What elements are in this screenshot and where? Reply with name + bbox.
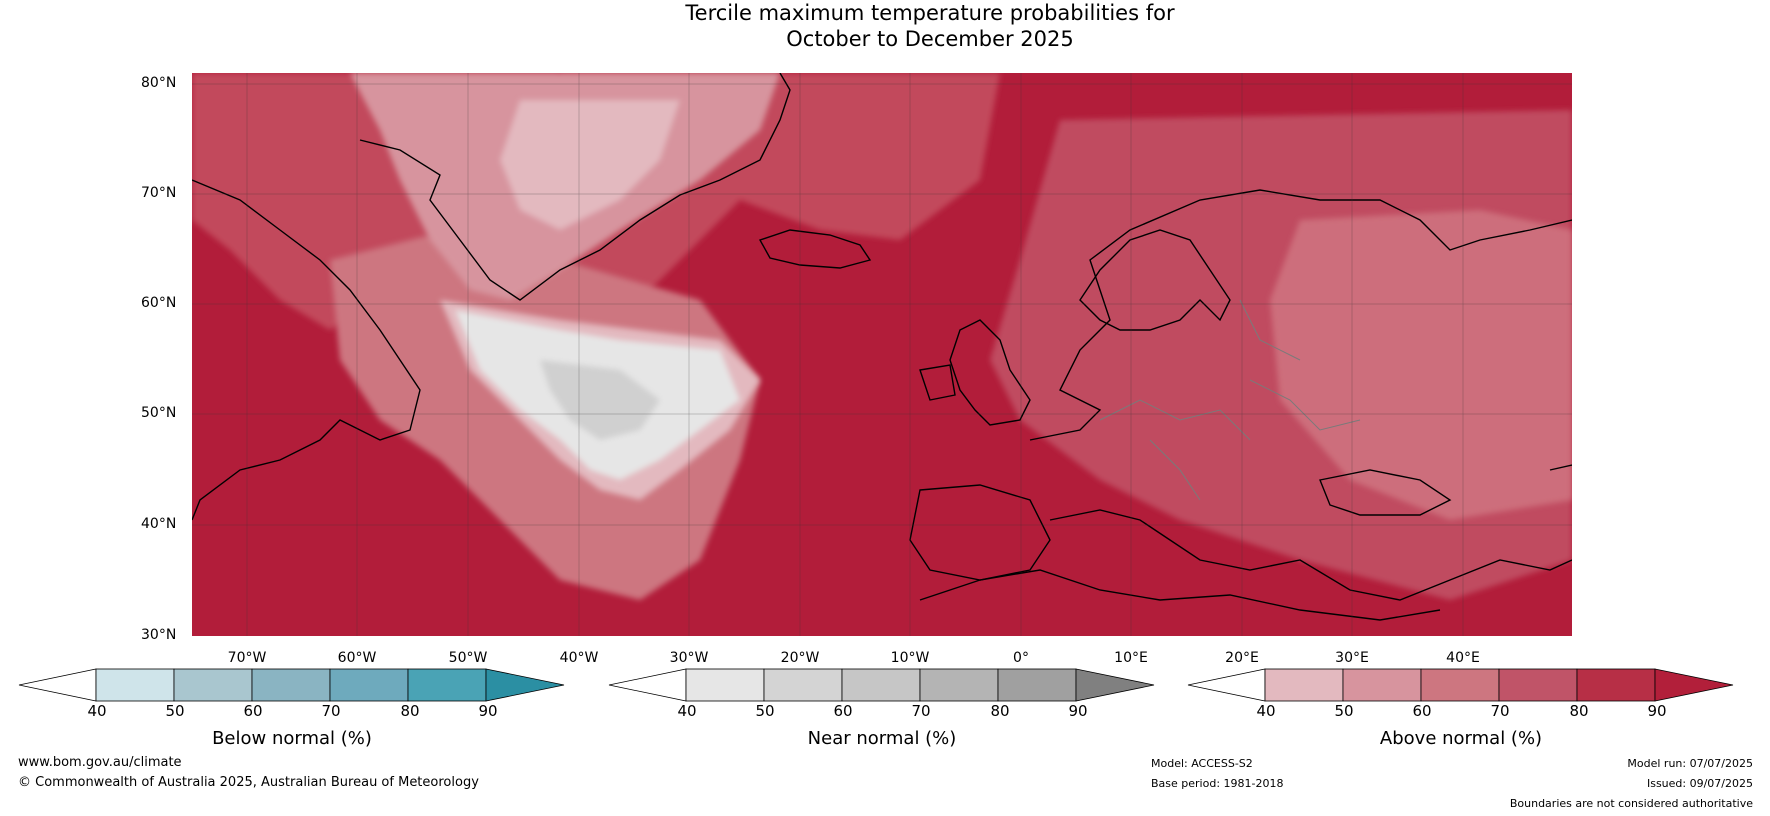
title-line-2: October to December 2025: [786, 27, 1074, 51]
lon-label: 0°: [1013, 650, 1029, 666]
colorbar-segment: [1498, 668, 1578, 702]
colorbar-segment: [1420, 668, 1500, 702]
map-title: Tercile maximum temperature probabilitie…: [0, 0, 1770, 52]
tick-label: 80: [400, 702, 420, 720]
tick-label: 90: [1647, 702, 1667, 720]
colorbar-below-normal: [18, 668, 565, 702]
country-borders: [1099, 299, 1361, 501]
tick-label: 60: [243, 702, 263, 720]
lon-label: 40°W: [559, 650, 599, 666]
lat-label: 40°N: [141, 516, 177, 532]
colorbar-segment: [329, 668, 409, 702]
colorbar-segment: [173, 668, 253, 702]
colorbar-extend-high: [485, 668, 565, 702]
lat-label: 50°N: [141, 405, 177, 421]
tick-label: 40: [87, 702, 107, 720]
tick-label: 70: [911, 702, 931, 720]
tick-label: 80: [990, 702, 1010, 720]
coastline-black-sea: [1319, 469, 1452, 516]
title-line-1: Tercile maximum temperature probabilitie…: [685, 1, 1175, 25]
coastline-canada: [192, 179, 421, 521]
tick-label: 50: [1334, 702, 1354, 720]
base-period-text: Base period: 1981-2018: [1151, 777, 1284, 790]
tick-label: 50: [165, 702, 185, 720]
tick-label: 70: [1490, 702, 1510, 720]
coastline-iberia-mediterranean: [909, 484, 1572, 601]
lat-label: 80°N: [141, 75, 177, 91]
lon-label: 60°W: [337, 650, 377, 666]
tick-label: 80: [1569, 702, 1589, 720]
lon-label: 10°E: [1114, 650, 1148, 666]
colorbar-near-normal: [608, 668, 1155, 702]
lon-label: 30°W: [669, 650, 709, 666]
issued-text: Issued: 09/07/2025: [1646, 777, 1753, 790]
model-run-text: Model run: 07/07/2025: [1627, 757, 1753, 770]
gridlines: [192, 73, 1572, 636]
website-text: www.bom.gov.au/climate: [18, 755, 182, 770]
coastline-british-isles: [919, 319, 1031, 426]
tick-label: 90: [478, 702, 498, 720]
colorbar-segment: [407, 668, 487, 702]
lat-label: 30°N: [141, 627, 177, 643]
colorbar-segment: [763, 668, 843, 702]
disclaimer-text: Boundaries are not considered authoritat…: [1509, 797, 1753, 810]
lat-label: 70°N: [141, 185, 177, 201]
lon-label: 40°E: [1446, 650, 1480, 666]
colorbar-extend-low: [1187, 668, 1266, 702]
tick-label: 60: [1412, 702, 1432, 720]
colorbar-title-above: Above normal (%): [1379, 728, 1543, 749]
tick-label: 40: [1256, 702, 1276, 720]
coastline-greenland: [359, 73, 791, 301]
lon-label: 50°W: [448, 650, 488, 666]
tick-label: 50: [755, 702, 775, 720]
colorbar-title-near: Near normal (%): [807, 728, 957, 749]
greenland-interior: [500, 100, 680, 230]
coastline-north-africa: [919, 569, 1441, 621]
colorbar-title-below: Below normal (%): [212, 728, 372, 749]
colorbar-above-normal: [1187, 668, 1734, 702]
colorbar-extend-high: [1075, 668, 1155, 702]
tick-label: 40: [677, 702, 697, 720]
colorbar-extend-low: [608, 668, 687, 702]
colorbar-segment: [997, 668, 1077, 702]
colorbar-segment: [1576, 668, 1656, 702]
lon-label: 30°E: [1335, 650, 1369, 666]
tick-label: 90: [1068, 702, 1088, 720]
lon-label: 20°E: [1225, 650, 1259, 666]
colorbar-segment: [1342, 668, 1422, 702]
colorbar-extend-high: [1654, 668, 1734, 702]
near-normal-core: [540, 360, 660, 440]
lat-label: 60°N: [141, 295, 177, 311]
coastline-scandinavia: [1079, 229, 1231, 331]
coastline-caspian: [1549, 464, 1572, 471]
copyright-text: © Commonwealth of Australia 2025, Austra…: [18, 775, 479, 790]
colorbar-segment: [685, 668, 765, 702]
colorbar-segment: [95, 668, 175, 702]
colorbar-segment: [251, 668, 331, 702]
east-europe-light-region: [1270, 210, 1572, 520]
colorbar-segment: [1264, 668, 1344, 702]
tick-label: 70: [321, 702, 341, 720]
coastline-europe: [1029, 189, 1572, 441]
colorbar-extend-low: [18, 668, 97, 702]
colorbar-segment: [919, 668, 999, 702]
lon-label: 10°W: [890, 650, 930, 666]
model-text: Model: ACCESS-S2: [1151, 757, 1253, 770]
colorbar-segment: [841, 668, 921, 702]
coastline-iceland: [758, 229, 872, 269]
tick-label: 60: [833, 702, 853, 720]
lon-label: 20°W: [780, 650, 820, 666]
lon-label: 70°W: [227, 650, 267, 666]
